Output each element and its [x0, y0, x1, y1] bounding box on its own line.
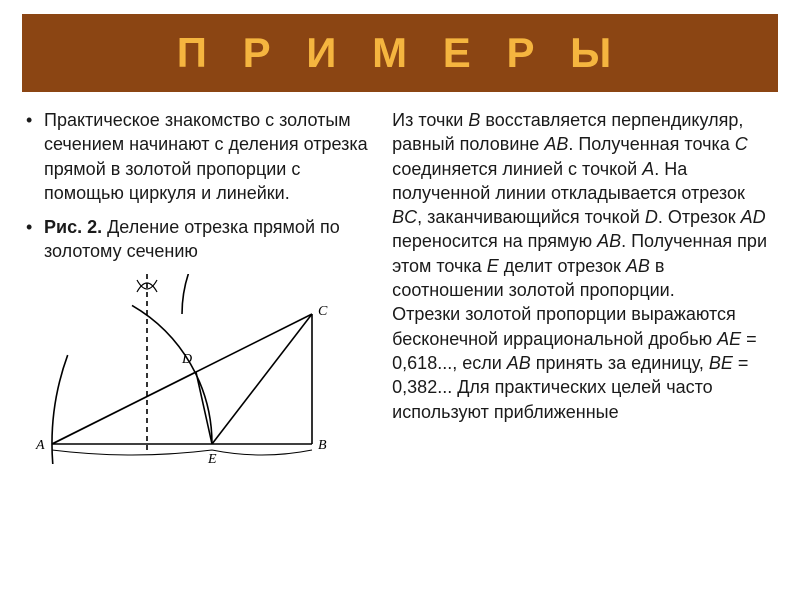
right-column: Из точки B восставляется перпендикуляр, … — [392, 108, 778, 464]
slide-title-bar: П Р И М Е Р Ы — [22, 14, 778, 92]
left-column: Практическое знакомство с золотым сечени… — [22, 108, 378, 464]
slide-content: Практическое знакомство с золотым сечени… — [22, 108, 778, 464]
bullet-item: Практическое знакомство с золотым сечени… — [26, 108, 378, 205]
label-C: C — [318, 304, 327, 320]
bullet-list: Практическое знакомство с золотым сечени… — [22, 108, 378, 264]
bullet-item: Рис. 2. Деление отрезка прямой по золото… — [26, 215, 378, 264]
slide-title: П Р И М Е Р Ы — [177, 29, 624, 77]
figure-svg — [32, 274, 342, 464]
label-B: B — [318, 438, 327, 454]
label-E: E — [208, 452, 217, 468]
bullet-text: Практическое знакомство с золотым сечени… — [44, 110, 368, 203]
bullet-prefix-bold: Рис. 2. — [44, 217, 102, 237]
right-paragraph: Из точки B восставляется перпендикуляр, … — [392, 108, 778, 424]
label-D: D — [182, 352, 192, 368]
golden-ratio-figure: A B C D E — [32, 274, 342, 464]
label-A: A — [36, 438, 45, 454]
